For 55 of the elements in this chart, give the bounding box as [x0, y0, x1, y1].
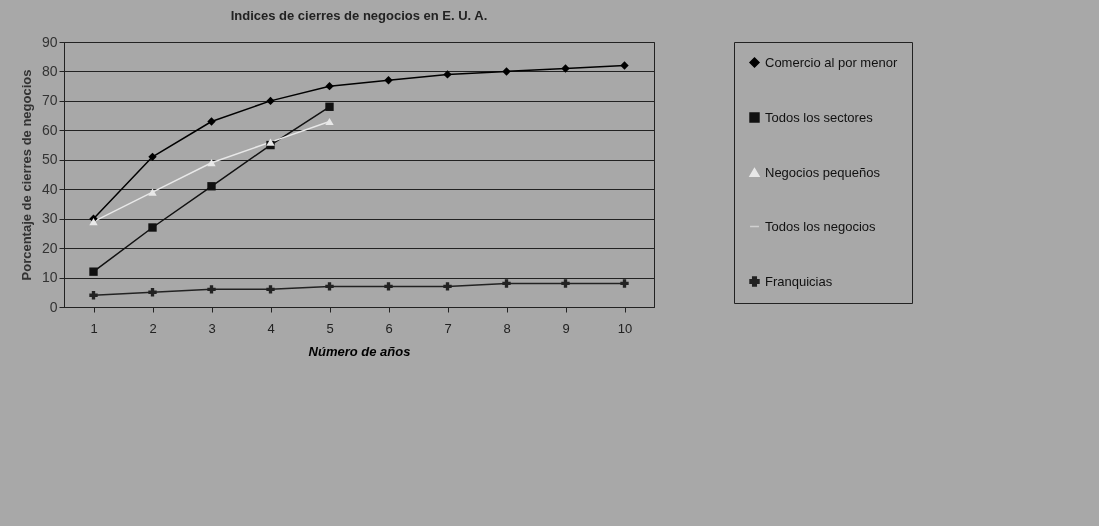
x-tick-label: 4 [267, 320, 275, 336]
point [443, 282, 452, 291]
legend-label: Franquicias [765, 273, 833, 289]
point [325, 117, 334, 126]
point [561, 64, 570, 73]
point [443, 70, 452, 79]
point [325, 102, 334, 111]
point [89, 267, 98, 276]
point [325, 81, 334, 91]
point [207, 285, 216, 294]
x-tick-label: 5 [326, 320, 334, 336]
point [620, 279, 629, 288]
chart-title: Indices de cierres de negocios en E. U. A. [230, 8, 488, 23]
point [207, 182, 216, 191]
y-axis-title: Porcentaje de cierres de negocios [18, 69, 34, 281]
x-axis-title: Número de años [308, 343, 411, 359]
point [266, 96, 275, 106]
point [148, 223, 157, 232]
x-tick-label: 3 [208, 320, 216, 336]
point [502, 67, 511, 76]
x-tick-label: 2 [149, 320, 157, 336]
x-tick-label: 9 [562, 320, 570, 336]
legend-label: Negocios pequeños [765, 164, 881, 180]
point [148, 188, 157, 196]
point [384, 76, 393, 85]
point [620, 61, 629, 70]
y-tick-label: 60 [41, 121, 58, 138]
point [266, 285, 275, 294]
y-tick-label: 90 [41, 33, 58, 50]
legend-label: Comercio al por menor [765, 54, 898, 70]
legend-label: Todos los negocios [765, 218, 877, 234]
point [384, 282, 393, 291]
x-tick-label: 7 [444, 320, 452, 336]
x-tick-label: 6 [385, 320, 393, 336]
y-tick-label: 0 [49, 298, 58, 315]
point [89, 291, 98, 300]
legend-label: Todos los sectores [765, 109, 874, 125]
point [561, 279, 570, 288]
y-tick-label: 10 [41, 269, 58, 286]
y-tick-label: 40 [41, 180, 58, 197]
y-tick-label: 20 [41, 239, 58, 256]
point [266, 138, 275, 146]
point [502, 279, 511, 288]
point [148, 152, 157, 162]
y-tick-label: 70 [41, 92, 58, 109]
point [148, 288, 157, 297]
y-tick-label: 30 [41, 210, 58, 227]
x-tick-label: 8 [503, 320, 511, 336]
y-tick-label: 80 [41, 62, 58, 79]
point [325, 282, 334, 291]
x-tick-label: 10 [617, 320, 633, 336]
point [207, 117, 216, 126]
x-tick-label: 1 [90, 320, 98, 336]
y-tick-label: 50 [41, 151, 58, 168]
point [207, 159, 216, 167]
